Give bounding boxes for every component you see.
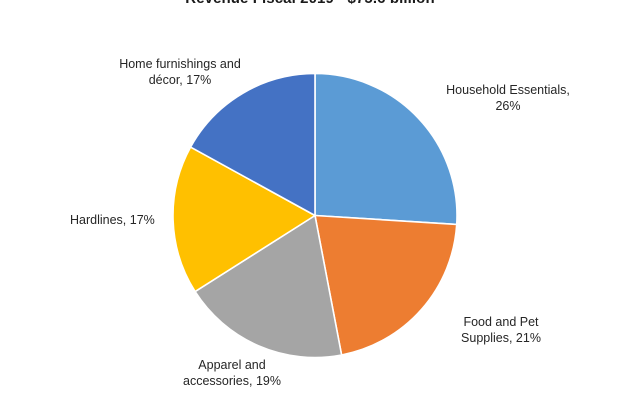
slice-label-food-and-pet-supplies-line2: Supplies, 21% xyxy=(461,330,541,345)
pie-slice-apparel-and-accessories xyxy=(194,214,343,359)
pie-slice-home-furnishings-and-d-cor xyxy=(189,72,316,217)
pie-slice-hardlines xyxy=(172,146,316,293)
pie-slice-household-essentials xyxy=(314,72,458,226)
slice-label-apparel-and-accessories: Apparel and accessories, 19% xyxy=(150,358,314,389)
slice-label-home-furnishings-and-decor-line2: décor, 17% xyxy=(148,72,212,87)
slice-label-home-furnishings-and-decor: Home furnishings and décor, 17% xyxy=(100,57,260,88)
pie-slice-food-and-pet-supplies xyxy=(314,214,458,356)
slice-label-hardlines-line1: Hardlines, 17% xyxy=(70,213,155,227)
slice-label-food-and-pet-supplies-line1: Food and Pet xyxy=(463,315,539,329)
slice-label-home-furnishings-and-decor-line1: Home furnishings and xyxy=(119,57,241,71)
slice-label-household-essentials-line1: Household Essentials, xyxy=(446,83,570,97)
chart-title: Revenue Fiscal 2019 - $75.6 billion xyxy=(0,0,620,8)
slice-label-food-and-pet-supplies: Food and Pet Supplies, 21% xyxy=(428,315,574,346)
slice-label-apparel-and-accessories-line2: accessories, 19% xyxy=(183,373,281,388)
slice-label-apparel-and-accessories-line1: Apparel and xyxy=(198,358,266,372)
slice-label-hardlines: Hardlines, 17% xyxy=(70,213,180,229)
slice-label-household-essentials-line2: 26% xyxy=(495,98,521,113)
pie-slices-group xyxy=(172,72,458,359)
slice-label-household-essentials: Household Essentials, 26% xyxy=(432,83,584,114)
